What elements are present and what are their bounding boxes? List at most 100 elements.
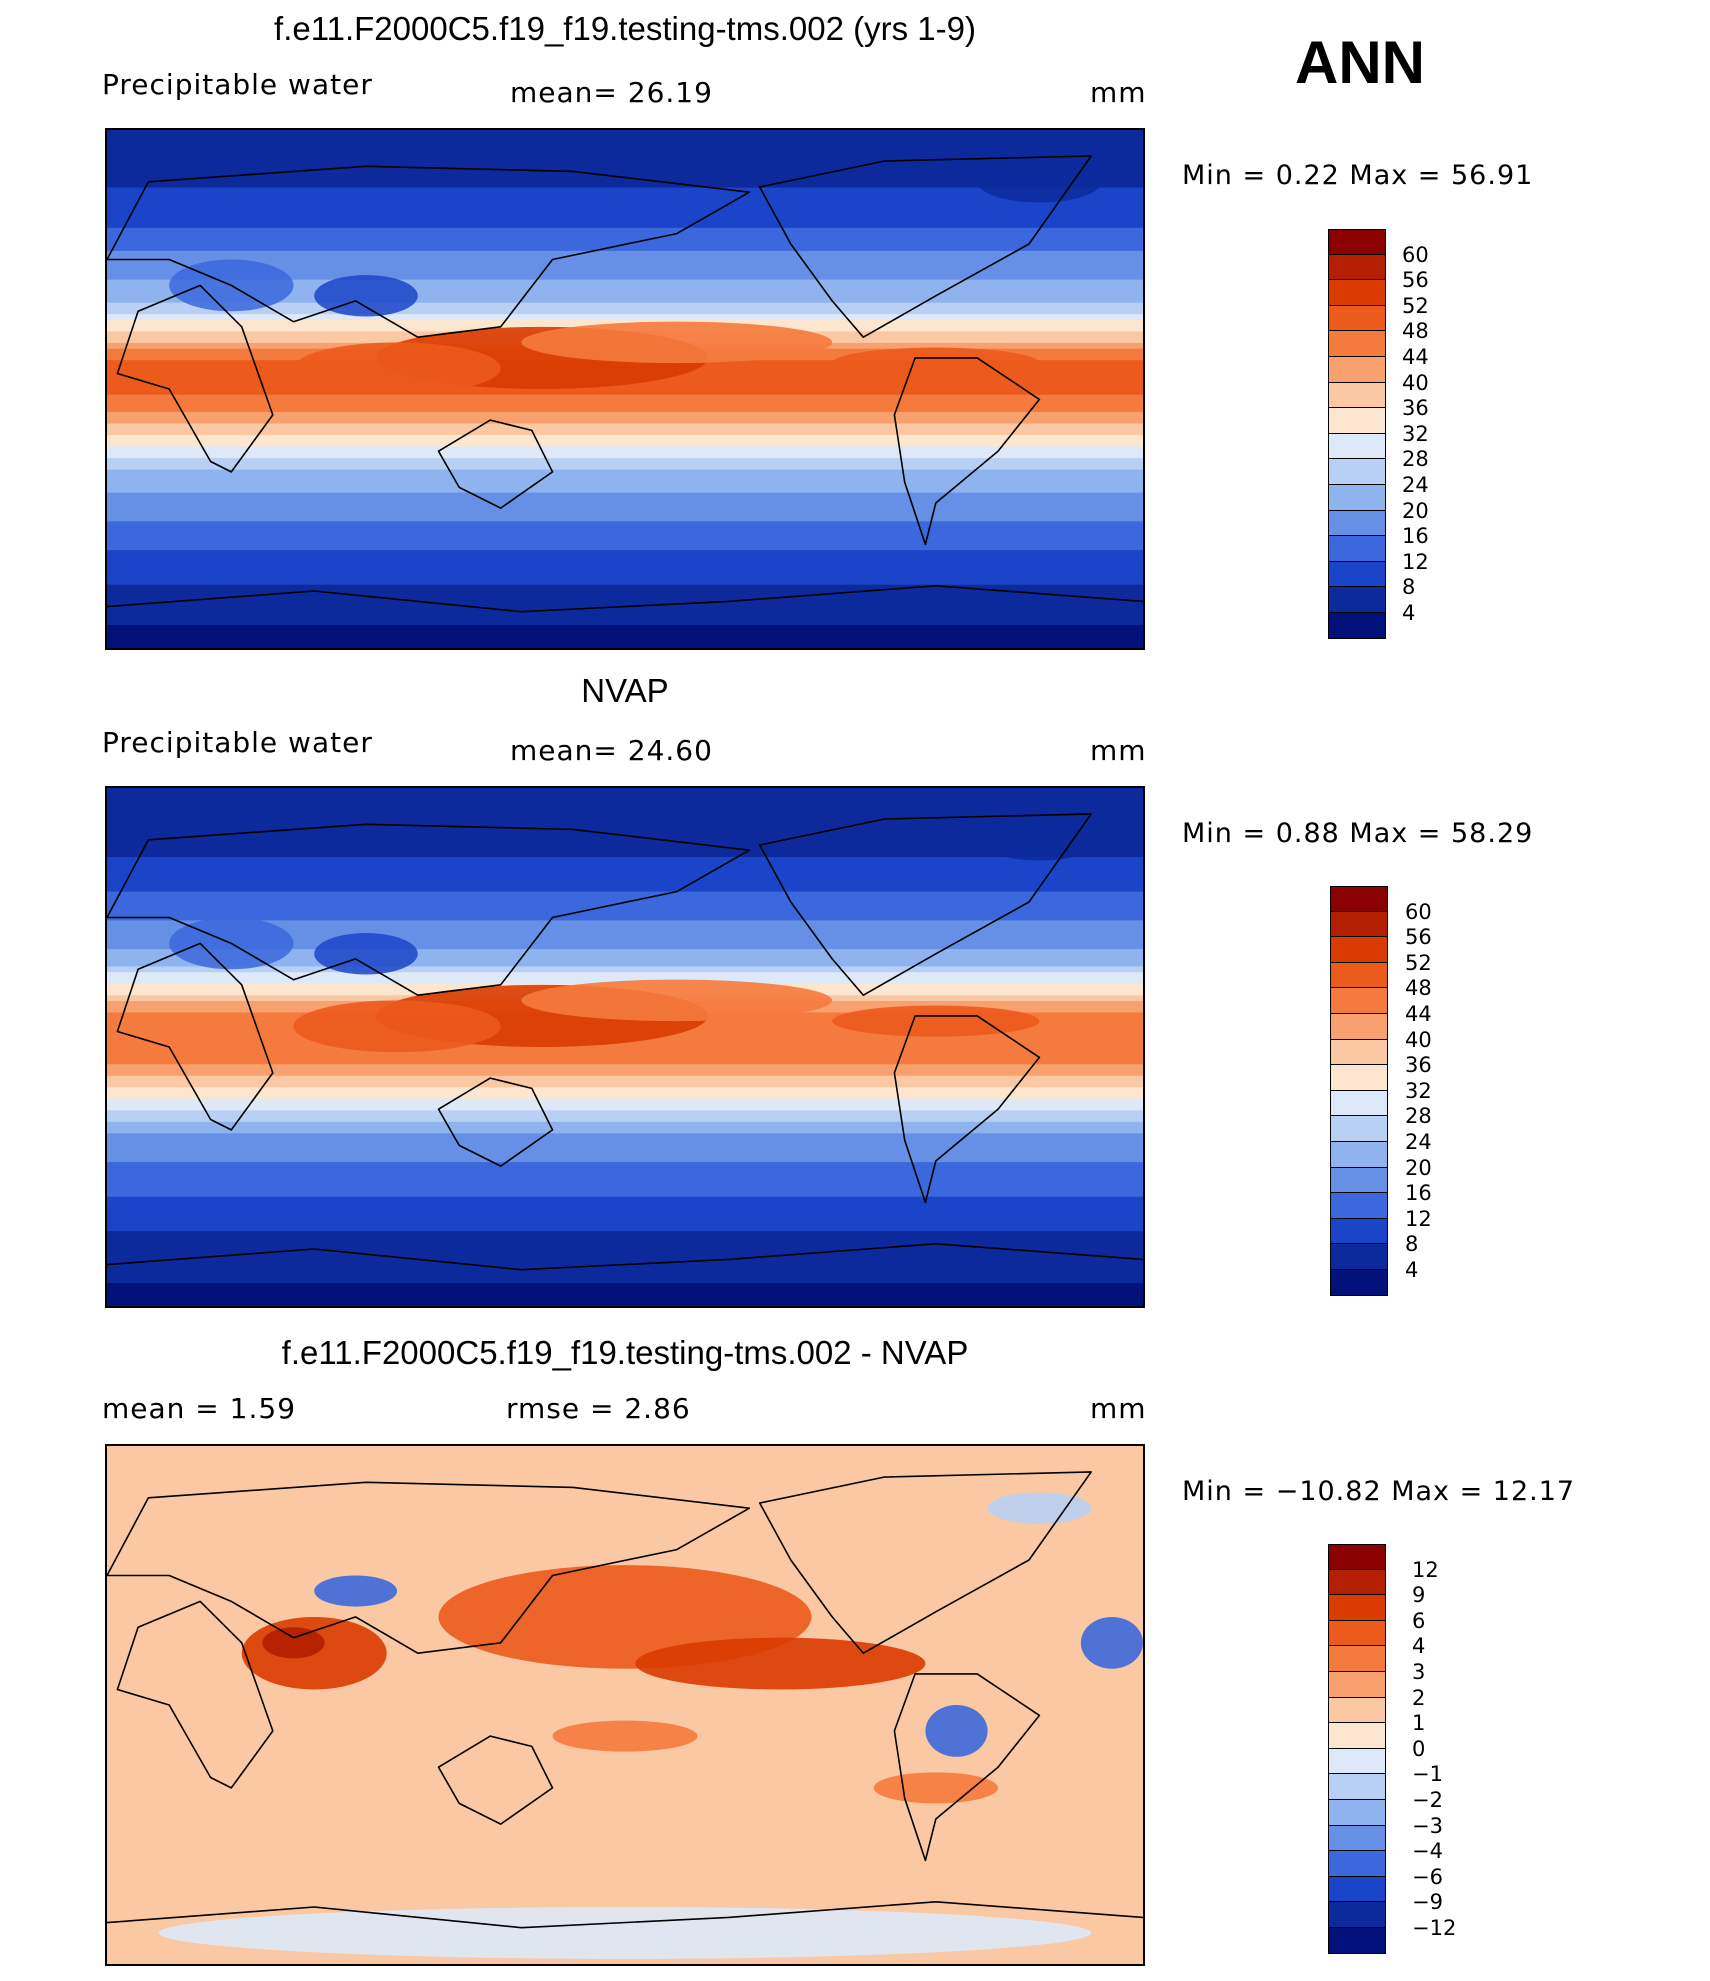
- field-band: [107, 822, 1143, 829]
- field-band: [107, 578, 1143, 586]
- field-band: [107, 204, 1143, 212]
- field-band: [107, 805, 1143, 812]
- anomaly-region: [1080, 1616, 1143, 1669]
- colorbar-swatch: [1328, 459, 1386, 485]
- colorbar-swatch: [1330, 962, 1388, 989]
- field-band: [107, 394, 1143, 402]
- australia-outline: [437, 1077, 554, 1167]
- field-band: [107, 811, 1143, 818]
- panel2-map: [105, 786, 1145, 1308]
- eurasia-outline: [107, 1481, 751, 1654]
- colorbar-tick-label: 60: [1405, 899, 1432, 924]
- colorbar-swatch: [1328, 280, 1386, 306]
- panel1-variable-label: Precipitable water: [102, 68, 373, 101]
- colorbar-swatch: [1328, 510, 1386, 537]
- field-band: [107, 972, 1143, 979]
- antarctica-outline: [107, 584, 1143, 613]
- field-band: [107, 544, 1143, 551]
- field-band: [107, 492, 1143, 499]
- field-band: [107, 532, 1143, 540]
- field-band: [107, 279, 1143, 286]
- colorbar-swatch: [1328, 1569, 1386, 1596]
- field-band: [107, 135, 1143, 143]
- colorbar-tick-label: 2: [1412, 1685, 1426, 1710]
- panel2-contour-plot: [107, 788, 1143, 1306]
- field-band: [107, 153, 1143, 160]
- field-band: [107, 187, 1143, 194]
- panel2-units-label: mm: [1090, 734, 1147, 767]
- field-band: [107, 521, 1143, 528]
- field-band: [107, 590, 1143, 597]
- colorbar-tick-label: 56: [1405, 925, 1432, 950]
- anomaly-region: [987, 1492, 1092, 1524]
- field-band: [107, 308, 1143, 315]
- panel2-mean-label: mean= 24.60: [510, 734, 713, 767]
- field-band: [107, 302, 1143, 309]
- colorbar-swatch: [1328, 536, 1386, 562]
- panel3-contour-plot: [107, 1446, 1143, 1964]
- moisture-maximum: [521, 321, 833, 364]
- field-band: [107, 897, 1143, 904]
- field-band: [107, 486, 1143, 494]
- field-band: [107, 799, 1143, 806]
- colorbar-tick-label: −2: [1412, 1788, 1443, 1812]
- field-band: [107, 176, 1143, 183]
- panel3-minmax: Min = −10.82 Max = 12.17: [1182, 1476, 1576, 1507]
- anomaly-region: [262, 1627, 325, 1659]
- colorbar-swatch: [1328, 1620, 1386, 1647]
- colorbar-swatch: [1328, 229, 1386, 255]
- colorbar-swatch: [1330, 988, 1388, 1014]
- field-band: [107, 216, 1143, 223]
- field-band: [107, 550, 1143, 557]
- colorbar-tick-label: −4: [1412, 1839, 1443, 1864]
- colorbar-swatch: [1330, 1193, 1388, 1219]
- field-band: [107, 788, 1143, 795]
- field-band: [107, 601, 1143, 609]
- colorbar-tick-label: 12: [1412, 1557, 1439, 1582]
- colorbar-tick-label: 4: [1402, 601, 1416, 625]
- colorbar-tick-label: 24: [1405, 1130, 1432, 1154]
- field-band: [107, 527, 1143, 534]
- panel3-colorbar: [1328, 1544, 1386, 1954]
- field-band: [107, 1156, 1143, 1163]
- field-band: [107, 170, 1143, 177]
- field-band: [107, 862, 1143, 870]
- antarctica-outline: [107, 1900, 1143, 1929]
- colorbar-tick-label: 44: [1402, 345, 1429, 369]
- colorbar-tick-label: 20: [1405, 1155, 1432, 1180]
- field-band: [107, 1127, 1143, 1134]
- field-band: [107, 515, 1143, 522]
- field-band: [107, 435, 1143, 442]
- panel2-title: NVAP: [581, 672, 669, 709]
- panel3-mean-label: mean = 1.59: [102, 1392, 297, 1425]
- colorbar-tick-label: 16: [1405, 1181, 1432, 1206]
- field-band: [107, 642, 1143, 648]
- colorbar-tick-label: 32: [1405, 1078, 1432, 1103]
- field-band: [107, 596, 1143, 603]
- colorbar-tick-label: 1: [1412, 1711, 1426, 1736]
- colorbar-tick-label: 28: [1402, 447, 1429, 472]
- colorbar-tick-label: 8: [1402, 575, 1416, 600]
- field-band: [107, 584, 1143, 591]
- colorbar-tick-label: 56: [1402, 268, 1429, 293]
- colorbar-swatch: [1330, 1065, 1388, 1091]
- moisture-maximum: [293, 342, 501, 395]
- season-label: ANN: [1295, 29, 1425, 96]
- field-band: [107, 147, 1143, 154]
- field-band: [107, 1213, 1143, 1221]
- field-band: [107, 816, 1143, 824]
- field-band: [107, 481, 1143, 488]
- field-band: [107, 1271, 1143, 1278]
- field-band: [107, 954, 1143, 962]
- colorbar-swatch: [1330, 1090, 1388, 1117]
- anomaly-region: [314, 1575, 398, 1607]
- colorbar-swatch: [1328, 254, 1386, 281]
- field-band: [107, 845, 1143, 852]
- field-band: [107, 885, 1143, 893]
- field-band: [107, 412, 1143, 419]
- field-band: [107, 949, 1143, 956]
- field-band: [107, 1231, 1143, 1238]
- colorbar-tick-label: −12: [1412, 1916, 1457, 1940]
- field-band: [107, 914, 1143, 921]
- colorbar-swatch: [1328, 1646, 1386, 1672]
